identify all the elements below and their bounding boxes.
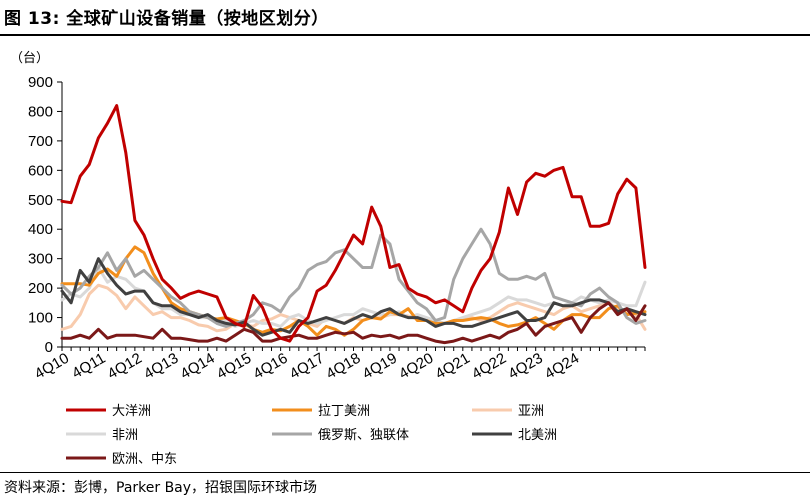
y-unit-label: （台）: [10, 51, 49, 66]
figure-title: 图 13: 全球矿山设备销量（按地区划分）: [4, 9, 329, 29]
x-tick-label: 4Q15: [214, 350, 254, 383]
y-tick-label: 600: [28, 162, 53, 179]
series-line-3: [60, 266, 647, 328]
y-tick-label: 200: [28, 280, 53, 297]
source-note: 资料来源：彭博，Parker Bay，招银国际环球市场: [4, 480, 318, 496]
x-tick-label: 4Q19: [360, 350, 400, 383]
y-tick-label: 500: [28, 192, 53, 209]
y-tick-label: 800: [28, 103, 53, 120]
title-rule: [0, 34, 810, 36]
x-tick-label: 4Q21: [433, 350, 473, 383]
x-tick-label: 4Q22: [469, 350, 509, 383]
x-tick-label: 4Q12: [105, 350, 145, 383]
x-tick-label: 4Q14: [177, 350, 217, 383]
series-line-0: [60, 104, 647, 343]
series-line-5: [60, 257, 647, 337]
x-tick-label: 4Q23: [505, 350, 545, 383]
x-tick-label: 4Q20: [396, 350, 436, 383]
legend-label: 欧洲、中东: [112, 452, 177, 467]
x-tick-label: 4Q11: [69, 350, 108, 383]
series-line-4: [60, 227, 647, 328]
y-tick-label: 700: [28, 133, 53, 150]
legend-label: 亚洲: [518, 404, 544, 419]
y-tick-label: 100: [28, 310, 53, 327]
y-tick-label: 300: [28, 251, 53, 268]
y-tick-label: 900: [28, 74, 53, 91]
legend-label: 大洋洲: [112, 404, 151, 419]
y-tick-label: 400: [28, 221, 53, 238]
series-layer: [60, 104, 647, 345]
x-tick-label: 4Q16: [250, 350, 290, 383]
legend-label: 非洲: [112, 428, 138, 443]
line-chart: （台） 0 100 200 300 400 500 600 700 800 900 4Q104Q1…: [10, 51, 647, 467]
y-tick-label: 0: [45, 339, 53, 356]
x-tick-label: 4Q17: [287, 350, 327, 383]
x-axis: 4Q104Q114Q124Q134Q144Q154Q164Q174Q184Q19…: [32, 346, 646, 383]
source-rule: [0, 472, 810, 473]
x-tick-label: 4Q18: [323, 350, 363, 383]
legend-label: 北美洲: [518, 428, 557, 443]
legend-label: 俄罗斯、独联体: [318, 428, 409, 443]
x-tick-label: 4Q13: [141, 350, 181, 383]
series-line-6: [60, 301, 647, 345]
y-axis: 0 100 200 300 400 500 600 700 800 900: [28, 74, 63, 356]
x-tick-label: 4Q24: [542, 350, 582, 383]
legend-label: 拉丁美洲: [318, 404, 370, 419]
